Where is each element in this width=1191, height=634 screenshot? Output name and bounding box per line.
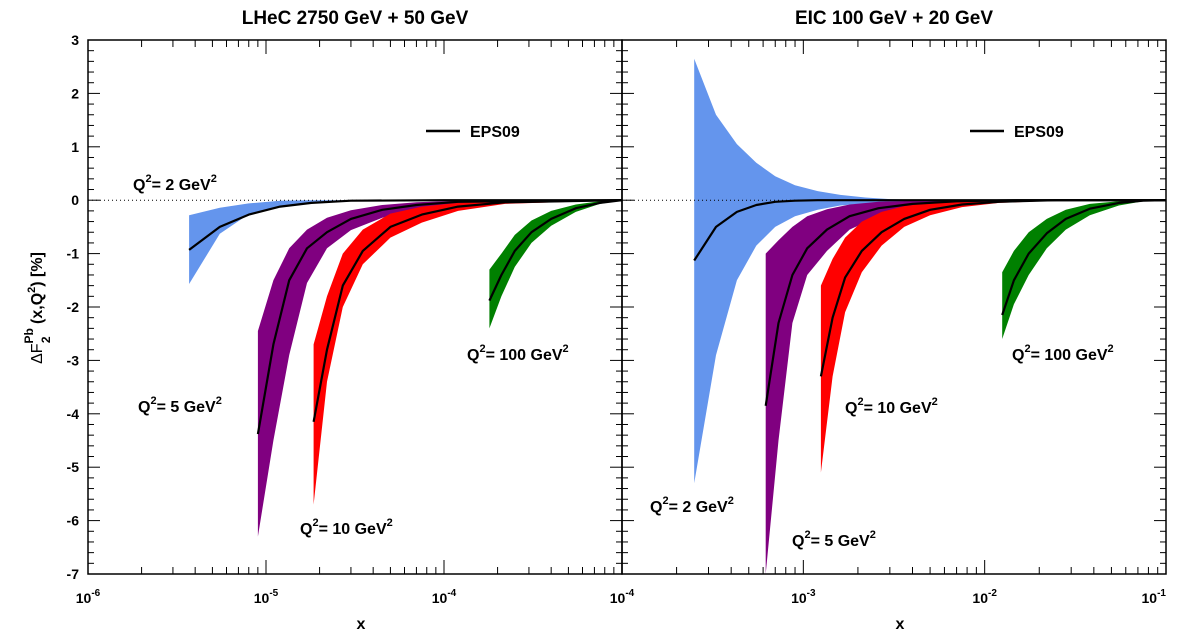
panel-lhec: -7 -6 -5 -4 -3 -2 -1 0 1 2 3 10-6 10-5 10-4 x LHeC 2750…	[67, 8, 623, 633]
y-tick-label: 2	[71, 85, 79, 101]
plot-frame	[87, 39, 623, 575]
x-tick-label: 10-2	[972, 588, 997, 606]
central-line-series-3	[488, 199, 623, 302]
band-series-1	[765, 200, 1166, 574]
x-axis-label: x	[357, 616, 366, 633]
legend-label: EPS09	[1014, 124, 1064, 141]
y-tick-label: -6	[67, 513, 80, 529]
x-axis-label: x	[896, 616, 905, 633]
y-tick-label: -2	[67, 299, 80, 315]
band-series-3	[1002, 200, 1166, 339]
central-line-series-1	[764, 199, 1166, 406]
band-series-1	[257, 200, 622, 537]
legend-label: EPS09	[470, 124, 520, 141]
q2-annotation: Q2= 100 GeV2	[467, 343, 569, 364]
q2-annotation: Q2= 2 GeV2	[650, 495, 734, 516]
x-tick-label: 10-1	[1142, 588, 1167, 606]
band-series-0	[189, 200, 622, 284]
x-tick-label: 10-6	[76, 588, 101, 606]
q2-annotation: Q2= 5 GeV2	[792, 529, 876, 550]
y-tick-label: -5	[67, 459, 80, 475]
y-tick-label: -7	[67, 566, 80, 582]
q2-annotation: Q2= 10 GeV2	[845, 396, 938, 417]
q2-annotation: Q2= 5 GeV2	[138, 395, 222, 416]
central-line-series-0	[188, 199, 622, 251]
x-tick-label: 10-4	[610, 588, 635, 606]
q2-annotation: Q2= 10 GeV2	[300, 517, 393, 538]
central-line-series-1	[256, 199, 623, 435]
y-tick-label: -1	[67, 246, 80, 262]
y-axis-label-text: ΔFPb 2 (x,Q2) [%]	[22, 252, 53, 364]
central-line-series-2	[819, 199, 1166, 377]
y-tick-label: 1	[71, 139, 79, 155]
y-tick-label: 0	[71, 192, 79, 208]
panel-title: EIC 100 GeV + 20 GeV	[795, 8, 993, 29]
y-tick-label: -3	[67, 352, 80, 368]
x-tick-label: 10-3	[791, 588, 816, 606]
q2-annotation: Q2= 100 GeV2	[1012, 343, 1114, 364]
x-tick-label: 10-5	[254, 588, 279, 606]
central-line-series-2	[312, 199, 623, 423]
x-tick-label: 10-4	[432, 588, 457, 606]
y-axis-label: ΔFPb 2 (x,Q2) [%]	[22, 252, 53, 364]
panel-eic: 10-4 10-3 10-2 10-1 x EIC 100 GeV + 20 GeV EPS…	[610, 8, 1167, 633]
q2-annotation: Q2= 2 GeV2	[133, 173, 217, 194]
panel-title: LHeC 2750 GeV + 50 GeV	[242, 8, 469, 29]
central-line-series-3	[1001, 199, 1167, 316]
y-tick-label: 3	[71, 32, 79, 48]
band-series-0	[694, 58, 1166, 484]
central-line-series-0	[693, 199, 1166, 262]
y-tick-label: -4	[67, 406, 80, 422]
band-series-3	[489, 200, 622, 329]
